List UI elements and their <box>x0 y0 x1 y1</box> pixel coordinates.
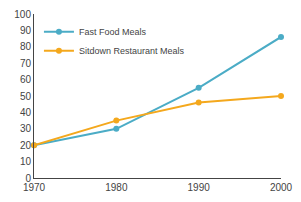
svg-text:1980: 1980 <box>105 182 128 193</box>
svg-text:30: 30 <box>20 123 32 134</box>
svg-text:70: 70 <box>20 58 32 69</box>
svg-text:100: 100 <box>14 9 31 20</box>
svg-text:60: 60 <box>20 74 32 85</box>
svg-text:50: 50 <box>20 91 32 102</box>
svg-text:10: 10 <box>20 156 32 167</box>
svg-text:1970: 1970 <box>23 182 46 193</box>
svg-text:1990: 1990 <box>188 182 211 193</box>
svg-text:20: 20 <box>20 140 32 151</box>
svg-text:80: 80 <box>20 41 32 52</box>
svg-text:0: 0 <box>25 173 31 184</box>
svg-text:2000: 2000 <box>270 182 293 193</box>
svg-text:90: 90 <box>20 25 32 36</box>
svg-text:40: 40 <box>20 107 32 118</box>
svg-text:Fast Food Meals: Fast Food Meals <box>79 27 147 37</box>
svg-text:Sitdown Restaurant Meals: Sitdown Restaurant Meals <box>79 46 185 56</box>
